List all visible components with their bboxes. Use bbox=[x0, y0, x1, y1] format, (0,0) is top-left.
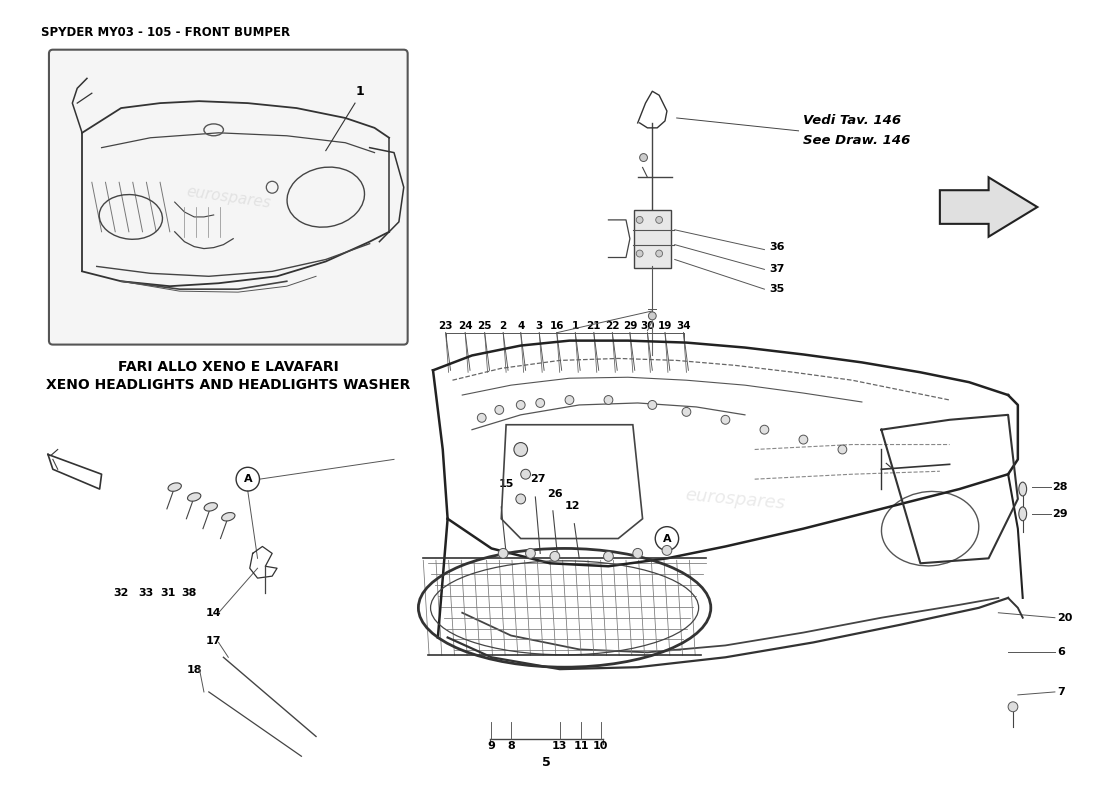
Circle shape bbox=[498, 549, 508, 558]
Text: 22: 22 bbox=[605, 321, 619, 330]
Text: 21: 21 bbox=[586, 321, 601, 330]
Circle shape bbox=[550, 551, 560, 562]
Circle shape bbox=[838, 445, 847, 454]
Circle shape bbox=[656, 250, 662, 257]
Circle shape bbox=[656, 217, 662, 223]
Text: FARI ALLO XENO E LAVAFARI: FARI ALLO XENO E LAVAFARI bbox=[118, 361, 339, 374]
Text: 6: 6 bbox=[1057, 647, 1065, 658]
Text: 14: 14 bbox=[206, 608, 221, 618]
Text: 5: 5 bbox=[541, 756, 550, 770]
Text: 36: 36 bbox=[769, 242, 784, 252]
Text: 25: 25 bbox=[477, 321, 492, 330]
Circle shape bbox=[636, 250, 644, 257]
Ellipse shape bbox=[205, 502, 218, 511]
Text: XENO HEADLIGHTS AND HEADLIGHTS WASHER: XENO HEADLIGHTS AND HEADLIGHTS WASHER bbox=[46, 378, 410, 392]
Circle shape bbox=[648, 401, 657, 410]
Circle shape bbox=[526, 549, 536, 558]
Text: 31: 31 bbox=[161, 588, 176, 598]
Text: eurospares: eurospares bbox=[684, 486, 786, 512]
Text: 9: 9 bbox=[487, 742, 495, 751]
Text: 3: 3 bbox=[536, 321, 543, 330]
Text: 1: 1 bbox=[355, 85, 364, 98]
FancyBboxPatch shape bbox=[634, 210, 671, 268]
Polygon shape bbox=[939, 178, 1037, 237]
Circle shape bbox=[604, 395, 613, 405]
Text: 27: 27 bbox=[530, 474, 546, 484]
Circle shape bbox=[514, 442, 528, 457]
Text: 37: 37 bbox=[769, 264, 784, 274]
Circle shape bbox=[632, 549, 642, 558]
Circle shape bbox=[477, 414, 486, 422]
Text: 10: 10 bbox=[593, 742, 608, 751]
Text: 28: 28 bbox=[1052, 482, 1067, 492]
Text: See Draw. 146: See Draw. 146 bbox=[803, 134, 911, 147]
Circle shape bbox=[1008, 702, 1018, 712]
Text: 11: 11 bbox=[573, 742, 588, 751]
Circle shape bbox=[682, 407, 691, 416]
Ellipse shape bbox=[1019, 507, 1026, 521]
Circle shape bbox=[799, 435, 807, 444]
Text: 15: 15 bbox=[498, 479, 514, 489]
Text: 18: 18 bbox=[186, 666, 202, 675]
Text: A: A bbox=[243, 474, 252, 484]
Text: 19: 19 bbox=[658, 321, 672, 330]
Text: 8: 8 bbox=[507, 742, 515, 751]
Circle shape bbox=[636, 217, 644, 223]
Circle shape bbox=[520, 470, 530, 479]
Text: 16: 16 bbox=[550, 321, 564, 330]
Text: 12: 12 bbox=[564, 501, 580, 511]
Text: 24: 24 bbox=[458, 321, 473, 330]
Text: 29: 29 bbox=[623, 321, 637, 330]
Text: 2: 2 bbox=[499, 321, 507, 330]
Text: Vedi Tav. 146: Vedi Tav. 146 bbox=[803, 114, 902, 127]
Text: A: A bbox=[662, 534, 671, 543]
Circle shape bbox=[662, 546, 672, 555]
Text: 7: 7 bbox=[1057, 687, 1065, 697]
Text: SPYDER MY03 - 105 - FRONT BUMPER: SPYDER MY03 - 105 - FRONT BUMPER bbox=[41, 26, 290, 39]
Text: 13: 13 bbox=[552, 742, 568, 751]
Text: 4: 4 bbox=[517, 321, 525, 330]
Circle shape bbox=[495, 406, 504, 414]
Circle shape bbox=[516, 401, 525, 410]
Text: 33: 33 bbox=[138, 588, 153, 598]
Circle shape bbox=[720, 415, 729, 424]
Text: 38: 38 bbox=[182, 588, 197, 598]
Text: 26: 26 bbox=[547, 489, 563, 499]
Circle shape bbox=[536, 398, 544, 407]
Text: 34: 34 bbox=[676, 321, 691, 330]
Circle shape bbox=[565, 395, 574, 405]
Circle shape bbox=[648, 312, 657, 320]
Ellipse shape bbox=[221, 513, 235, 521]
FancyBboxPatch shape bbox=[48, 50, 408, 345]
Circle shape bbox=[760, 426, 769, 434]
Ellipse shape bbox=[1019, 482, 1026, 496]
Circle shape bbox=[639, 154, 648, 162]
Circle shape bbox=[516, 494, 526, 504]
Ellipse shape bbox=[187, 493, 201, 502]
Text: eurospares: eurospares bbox=[185, 184, 272, 210]
Circle shape bbox=[604, 551, 614, 562]
Text: 30: 30 bbox=[640, 321, 654, 330]
Text: 29: 29 bbox=[1052, 509, 1068, 519]
Text: 32: 32 bbox=[113, 588, 129, 598]
Ellipse shape bbox=[168, 483, 182, 491]
Text: 1: 1 bbox=[572, 321, 579, 330]
Text: 35: 35 bbox=[769, 284, 784, 294]
Text: 20: 20 bbox=[1057, 613, 1072, 622]
Text: 17: 17 bbox=[206, 635, 221, 646]
Text: 23: 23 bbox=[439, 321, 453, 330]
